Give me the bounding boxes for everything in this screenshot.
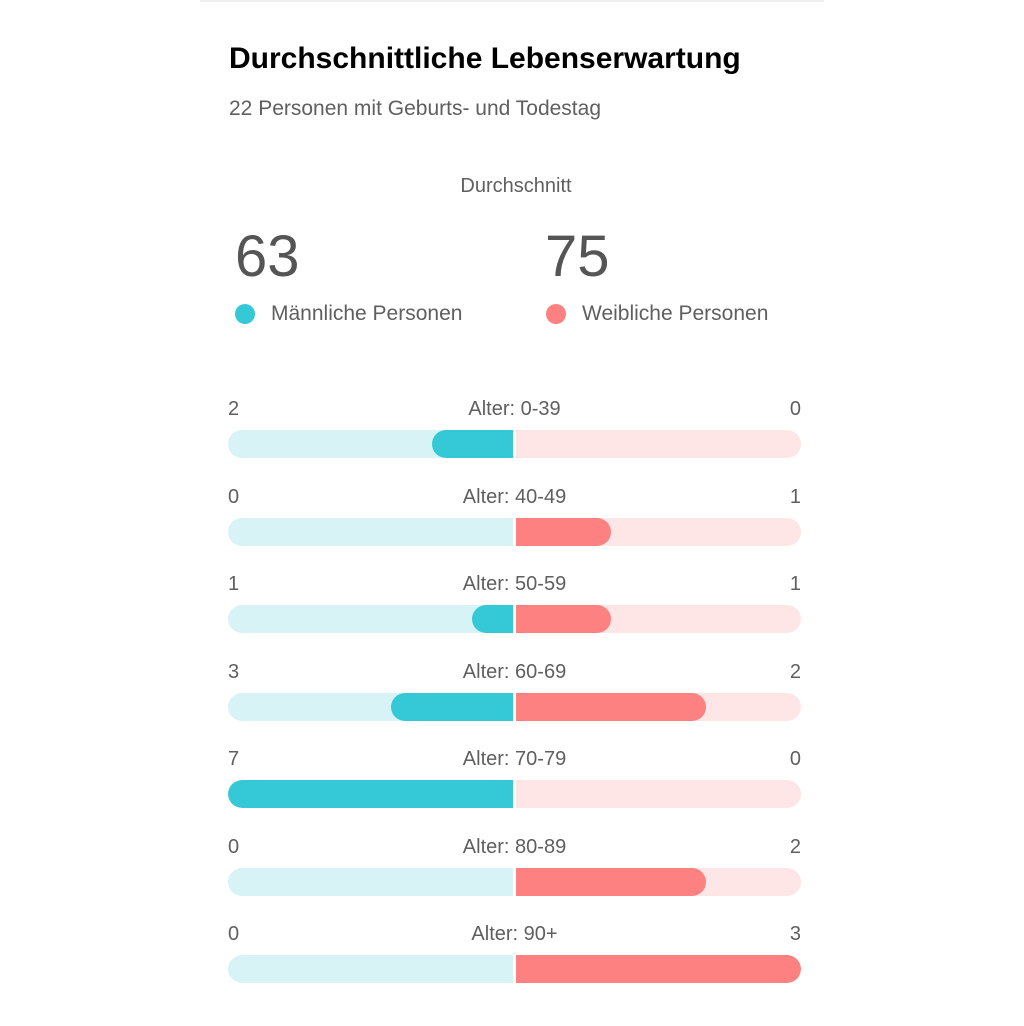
female-bar-fill [516, 955, 801, 983]
age-group-row: 7 Alter: 70-79 0 [228, 747, 801, 835]
male-bar-track [228, 692, 513, 721]
female-average-stat: 75 Weibliche Personen [545, 222, 768, 326]
female-count-label: 1 [789, 573, 801, 595]
male-count-label: 3 [228, 660, 240, 683]
age-group-bar [228, 692, 801, 721]
male-bar-track [228, 605, 513, 633]
age-distribution-chart: 2 Alter: 0-39 0 0 Alter: 40-49 1 1 Alter: 50-59… [228, 397, 801, 1010]
male-average-value: 63 [235, 224, 300, 289]
age-group-bar [228, 517, 801, 546]
female-count-label: 3 [789, 923, 801, 945]
female-count-label: 1 [789, 485, 801, 508]
age-group-row: 2 Alter: 0-39 0 [228, 397, 801, 485]
male-count-label: 0 [228, 835, 240, 858]
female-bar-track [516, 955, 801, 983]
average-label: Durchschnitt [460, 175, 572, 197]
age-group-label: Alter: 70-79 [462, 748, 567, 770]
female-bar-fill [516, 692, 706, 721]
male-count-label: 0 [228, 485, 240, 508]
age-group-bar [228, 780, 801, 808]
legend-female: Weibliche Personen [539, 302, 768, 326]
age-group-row: 0 Alter: 80-89 2 [228, 835, 801, 923]
female-color-dot-icon [546, 304, 566, 324]
female-average-value: 75 [545, 224, 610, 289]
male-bar-track [228, 780, 513, 808]
card-title: Durchschnittliche Lebenserwartung [229, 42, 741, 75]
age-group-row: 0 Alter: 40-49 1 [228, 485, 801, 573]
male-count-label: 0 [228, 923, 240, 945]
male-bar-track [228, 867, 513, 896]
female-count-label: 0 [789, 748, 801, 770]
age-group-row: 1 Alter: 50-59 1 [228, 572, 801, 660]
card-subtitle: 22 Personen mit Geburts- und Todestag [229, 97, 602, 120]
male-count-label: 1 [228, 573, 240, 595]
age-group-bar [228, 867, 801, 896]
male-bar-fill [228, 780, 513, 808]
male-count-label: 2 [228, 398, 240, 420]
age-group-label: Alter: 0-39 [468, 398, 561, 420]
female-bar-track [516, 517, 801, 546]
age-group-row: 0 Alter: 90+ 3 [228, 922, 801, 1010]
legend-male: Männliche Personen [228, 302, 462, 326]
age-group-label: Alter: 50-59 [462, 573, 567, 595]
age-group-row: 3 Alter: 60-69 2 [228, 660, 801, 748]
female-count-label: 0 [789, 398, 801, 420]
age-group-label: Alter: 60-69 [462, 660, 567, 683]
female-bar-fill [516, 605, 611, 633]
male-bar-track [228, 955, 513, 983]
age-group-bar [228, 955, 801, 983]
female-bar-track [516, 430, 801, 458]
female-bar-track [516, 780, 801, 808]
male-bar-track [228, 517, 513, 546]
male-color-dot-icon [235, 304, 255, 324]
age-group-bar [228, 430, 801, 458]
female-bar-fill [516, 517, 611, 546]
male-bar-fill [390, 692, 513, 721]
male-bar-track [228, 430, 513, 458]
male-bar-fill [472, 605, 513, 633]
male-bar-fill [431, 430, 513, 458]
female-count-label: 2 [789, 835, 801, 858]
age-group-label: Alter: 80-89 [462, 835, 567, 858]
age-group-label: Alter: 90+ [471, 923, 558, 945]
female-bar-track [516, 692, 801, 721]
age-group-bar [228, 605, 801, 633]
legend-male-label: Männliche Personen [271, 302, 463, 325]
life-expectancy-card: Durchschnittliche Lebenserwartung 22 Per… [200, 0, 824, 1026]
female-bar-track [516, 867, 801, 896]
female-bar-fill [516, 867, 706, 896]
male-count-label: 7 [228, 748, 240, 770]
female-bar-track [516, 605, 801, 633]
male-average-stat: 63 Männliche Personen [235, 222, 462, 326]
female-count-label: 2 [789, 660, 801, 683]
legend-female-label: Weibliche Personen [582, 302, 769, 325]
age-group-label: Alter: 40-49 [462, 485, 567, 508]
